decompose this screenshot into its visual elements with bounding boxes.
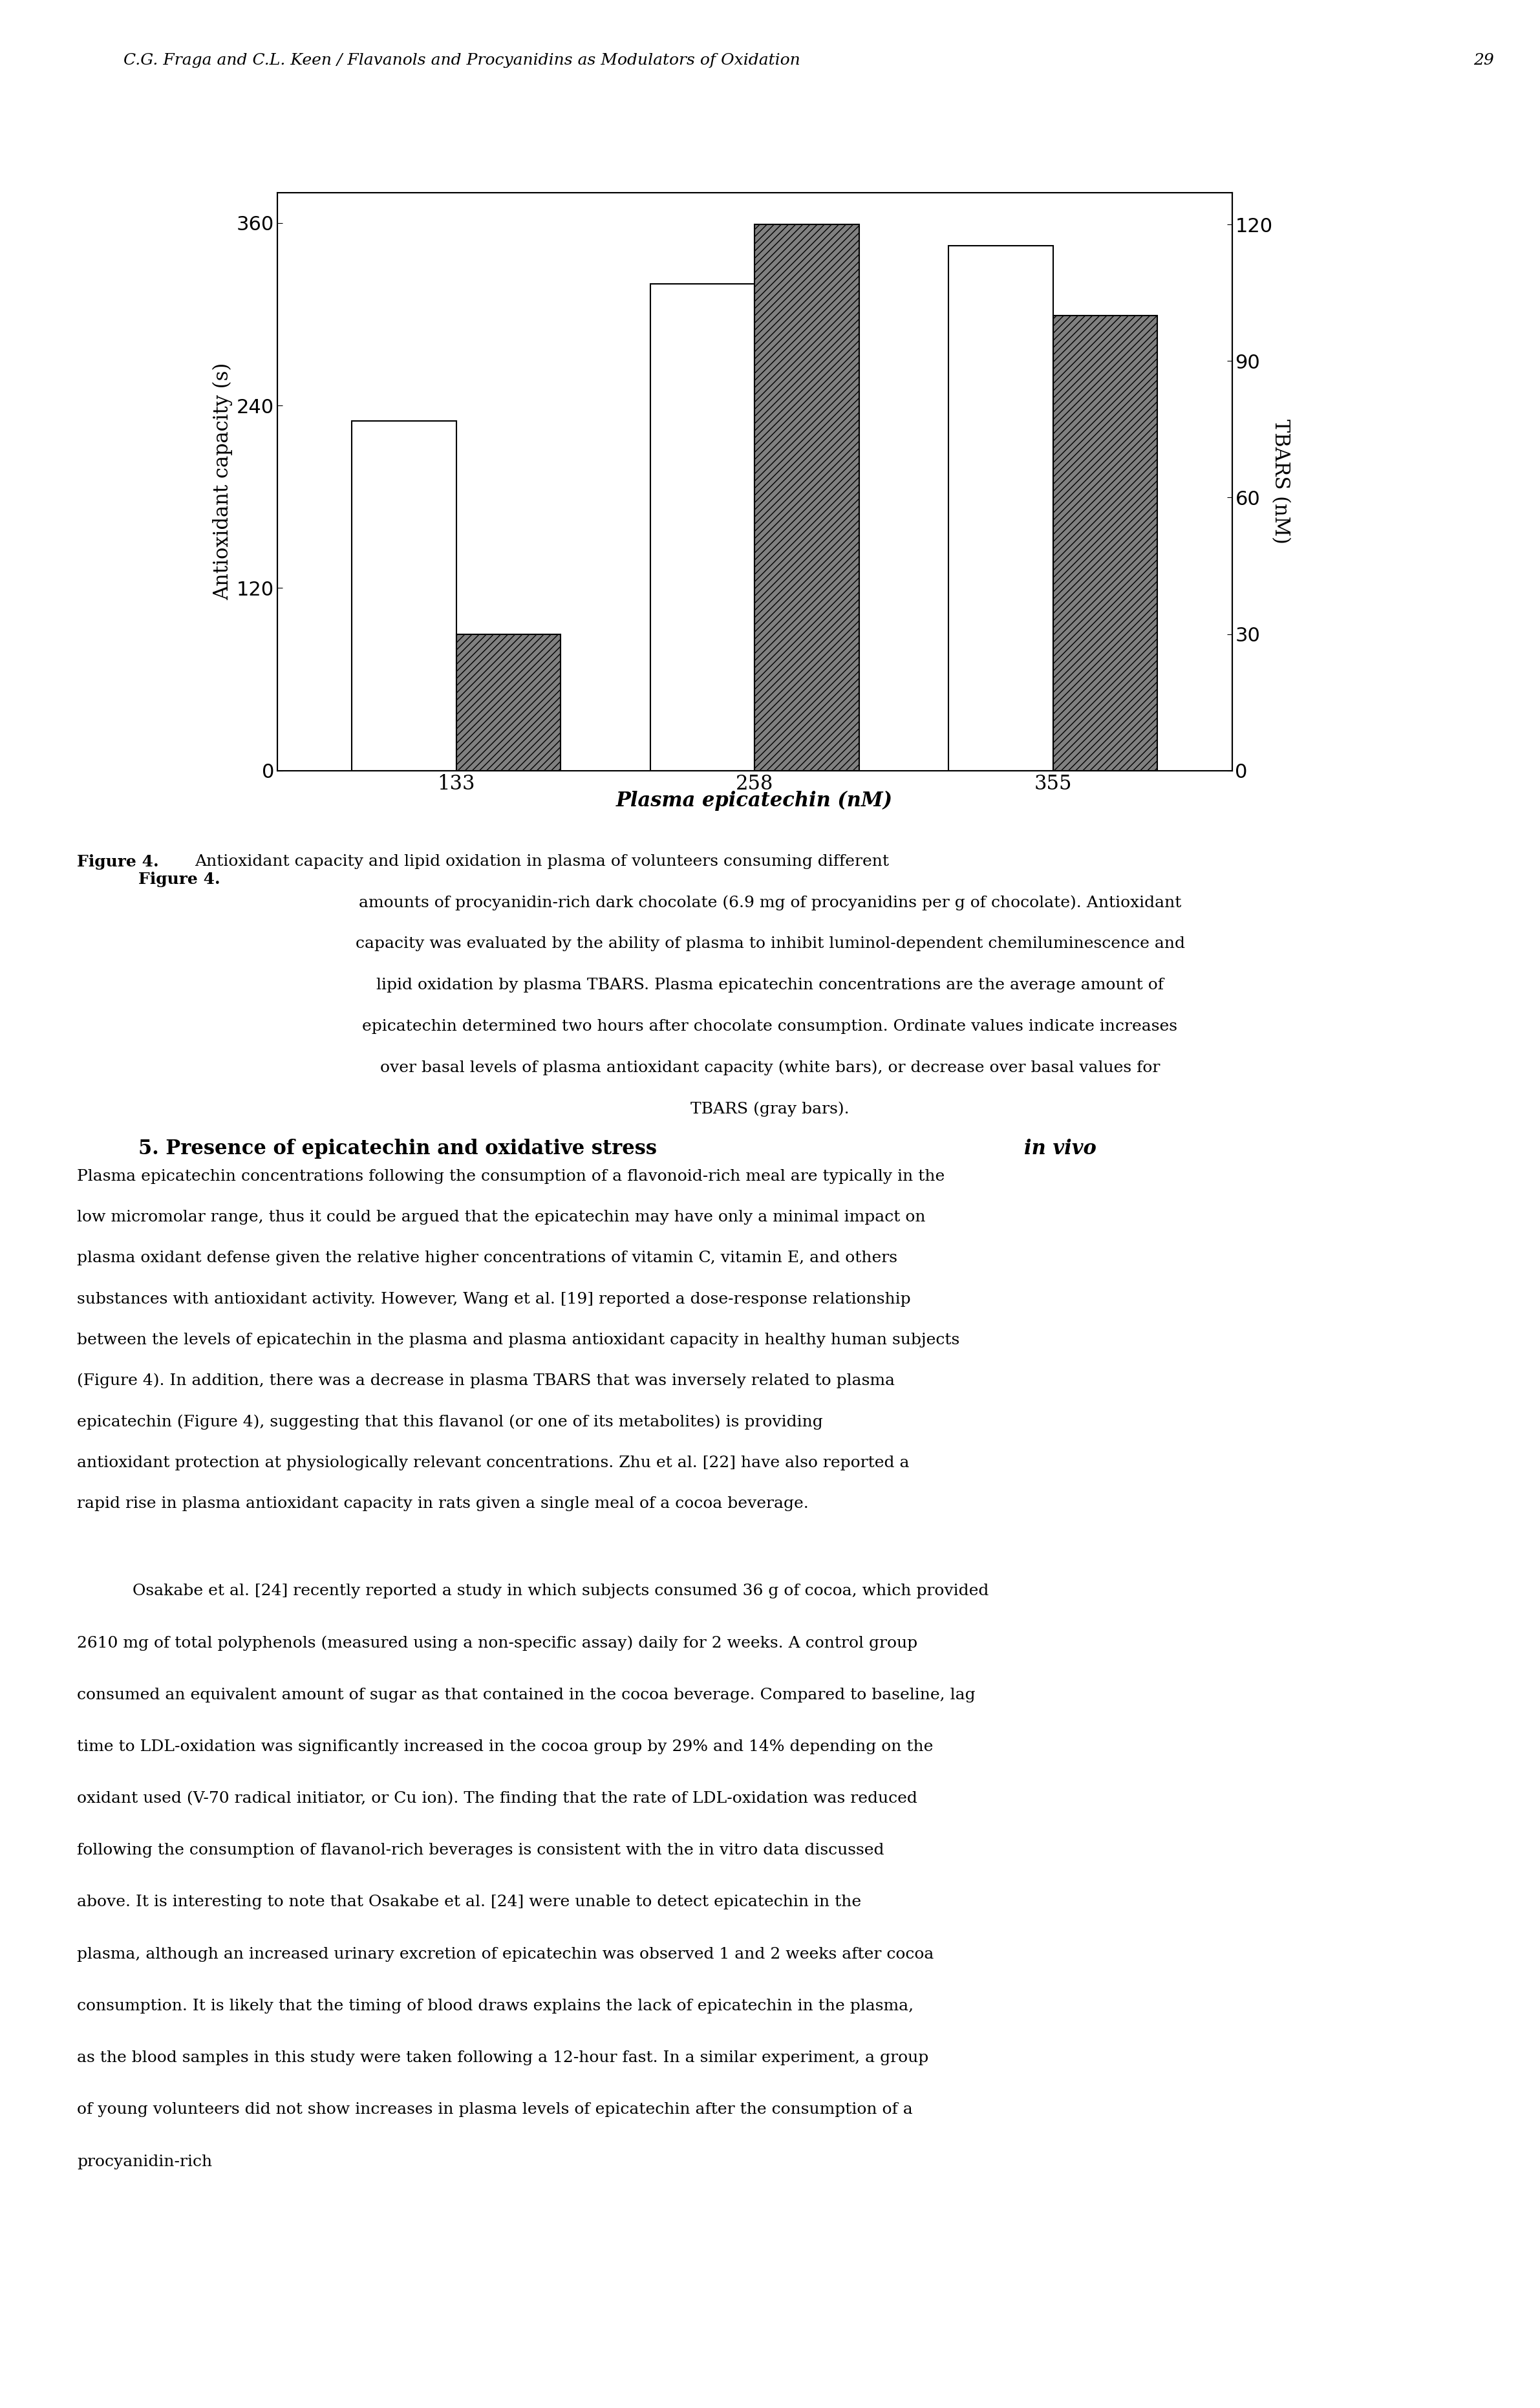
Text: Plasma epicatechin (nM): Plasma epicatechin (nM) (616, 790, 893, 811)
Bar (650, 284, 755, 771)
Text: Figure 4.: Figure 4. (77, 855, 159, 869)
Text: low micromolar range, thus it could be argued that the epicatechin may have only: low micromolar range, thus it could be a… (77, 1209, 926, 1226)
Text: amounts of procyanidin-rich dark chocolate (6.9 mg of procyanidins per g of choc: amounts of procyanidin-rich dark chocola… (359, 896, 1181, 910)
Text: Osakabe et al. [24] recently reported a study in which subjects consumed 36 g of: Osakabe et al. [24] recently reported a … (132, 1584, 989, 1599)
Text: above. It is interesting to note that Osakabe et al. [24] were unable to detect : above. It is interesting to note that Os… (77, 1895, 861, 1910)
Text: C.G. Fraga and C.L. Keen / Flavanols and Procyanidins as Modulators of Oxidation: C.G. Fraga and C.L. Keen / Flavanols and… (123, 53, 799, 67)
Text: substances with antioxidant activity. However, Wang et al. [19] reported a dose-: substances with antioxidant activity. Ho… (77, 1291, 910, 1308)
Text: 2610 mg of total polyphenols (measured using a non-specific assay) daily for 2 w: 2610 mg of total polyphenols (measured u… (77, 1635, 918, 1649)
Text: between the levels of epicatechin in the plasma and plasma antioxidant capacity : between the levels of epicatechin in the… (77, 1332, 959, 1348)
Text: time to LDL-oxidation was significantly increased in the cocoa group by 29% and : time to LDL-oxidation was significantly … (77, 1739, 933, 1753)
Text: Antioxidant capacity and lipid oxidation in plasma of volunteers consuming diffe: Antioxidant capacity and lipid oxidation… (194, 855, 889, 869)
Text: (Figure 4). In addition, there was a decrease in plasma TBARS that was inversely: (Figure 4). In addition, there was a dec… (77, 1373, 895, 1389)
Bar (1053, 315, 1158, 771)
Text: Plasma epicatechin concentrations following the consumption of a flavonoid-rich : Plasma epicatechin concentrations follow… (77, 1168, 944, 1185)
Text: plasma oxidant defense given the relative higher concentrations of vitamin C, vi: plasma oxidant defense given the relativ… (77, 1250, 898, 1267)
Text: rapid rise in plasma antioxidant capacity in rats given a single meal of a cocoa: rapid rise in plasma antioxidant capacit… (77, 1495, 808, 1512)
Y-axis label: Antioxidant capacity (s): Antioxidant capacity (s) (213, 364, 233, 600)
Text: following the consumption of flavanol-rich beverages is consistent with the in v: following the consumption of flavanol-ri… (77, 1842, 884, 1859)
Text: antioxidant protection at physiologically relevant concentrations. Zhu et al. [2: antioxidant protection at physiologicall… (77, 1454, 910, 1471)
Text: lipid oxidation by plasma TBARS. Plasma epicatechin concentrations are the avera: lipid oxidation by plasma TBARS. Plasma … (376, 978, 1164, 992)
Text: in vivo: in vivo (1024, 1139, 1096, 1158)
Text: 29: 29 (1474, 53, 1494, 67)
Y-axis label: TBARS (nM): TBARS (nM) (1270, 419, 1291, 544)
Text: consumption. It is likely that the timing of blood draws explains the lack of ep: consumption. It is likely that the timin… (77, 1999, 913, 2013)
Text: epicatechin determined two hours after chocolate consumption. Ordinate values in: epicatechin determined two hours after c… (362, 1019, 1178, 1033)
Text: epicatechin (Figure 4), suggesting that this flavanol (or one of its metabolites: epicatechin (Figure 4), suggesting that … (77, 1413, 822, 1430)
Text: capacity was evaluated by the ability of plasma to inhibit luminol-dependent che: capacity was evaluated by the ability of… (356, 937, 1184, 951)
Text: procyanidin-rich: procyanidin-rich (77, 2155, 213, 2170)
Bar (755, 224, 859, 771)
Text: TBARS (gray bars).: TBARS (gray bars). (690, 1100, 850, 1117)
Bar (949, 246, 1053, 771)
Bar (456, 633, 561, 771)
Text: of young volunteers did not show increases in plasma levels of epicatechin after: of young volunteers did not show increas… (77, 2102, 913, 2117)
Bar (351, 421, 456, 771)
Text: oxidant used (V-70 radical initiator, or Cu ion). The finding that the rate of L: oxidant used (V-70 radical initiator, or… (77, 1792, 918, 1806)
Text: over basal levels of plasma antioxidant capacity (white bars), or decrease over : over basal levels of plasma antioxidant … (380, 1060, 1160, 1076)
Text: consumed an equivalent amount of sugar as that contained in the cocoa beverage. : consumed an equivalent amount of sugar a… (77, 1688, 975, 1702)
Text: as the blood samples in this study were taken following a 12-hour fast. In a sim: as the blood samples in this study were … (77, 2052, 929, 2066)
Text: plasma, although an increased urinary excretion of epicatechin was observed 1 an: plasma, although an increased urinary ex… (77, 1946, 933, 1963)
Text: 5. Presence of epicatechin and oxidative stress: 5. Presence of epicatechin and oxidative… (139, 1139, 664, 1158)
Text: Figure 4.: Figure 4. (139, 872, 220, 886)
